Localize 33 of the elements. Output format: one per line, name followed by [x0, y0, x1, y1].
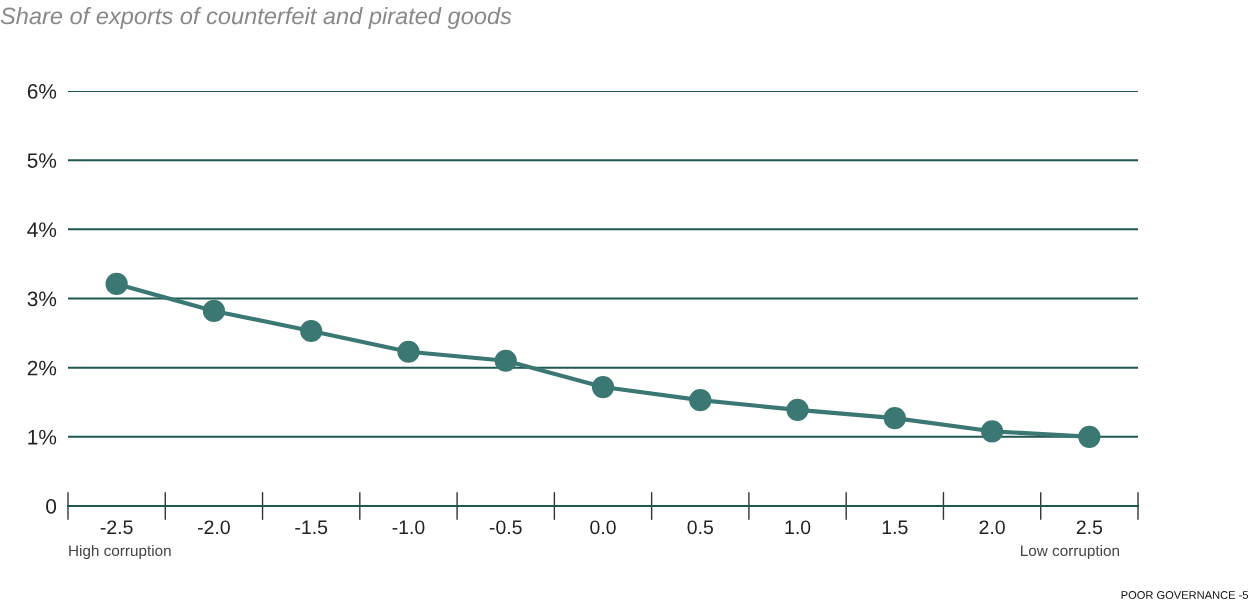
x-tick-label: -2.5 — [100, 520, 133, 535]
chart-title: Share of exports of counterfeit and pirated goods — [0, 7, 512, 29]
y-tick-label: 5% — [27, 153, 57, 168]
x-tick-label: 1.0 — [785, 520, 811, 535]
text: Low corruption — [1021, 544, 1120, 560]
y-tick-label: 3% — [27, 291, 57, 307]
point — [786, 398, 809, 421]
x-tick-label: -1.0 — [392, 520, 425, 535]
x-tick-label: -1.5 — [295, 520, 328, 535]
x-tick-label: 0.0 — [590, 520, 616, 535]
text: POOR GOVERNANCE -5 — [1121, 591, 1249, 599]
text: High corruption — [69, 544, 171, 560]
y-tick-label: 0 — [46, 499, 57, 514]
point — [202, 299, 226, 323]
x-tick-label: 0.5 — [687, 520, 713, 535]
point — [105, 272, 128, 296]
x-tick-label: 2.5 — [1076, 520, 1103, 535]
y-tick-label: 4% — [27, 222, 57, 238]
point — [980, 420, 1004, 443]
x-tick-label: 2.0 — [979, 520, 1005, 535]
point — [1078, 425, 1101, 448]
y-tick-label: 6% — [27, 84, 57, 99]
y-tick-label: 2% — [27, 360, 57, 376]
x-tick-label: 1.5 — [882, 520, 908, 535]
x-tick-label: -0.5 — [489, 520, 522, 535]
y-tick-label: 1% — [28, 429, 57, 445]
point — [689, 389, 712, 412]
point — [397, 340, 420, 363]
point — [494, 349, 517, 372]
x-tick-label: -2.0 — [198, 520, 230, 535]
point — [883, 407, 906, 430]
point — [591, 375, 615, 399]
point — [300, 319, 323, 343]
